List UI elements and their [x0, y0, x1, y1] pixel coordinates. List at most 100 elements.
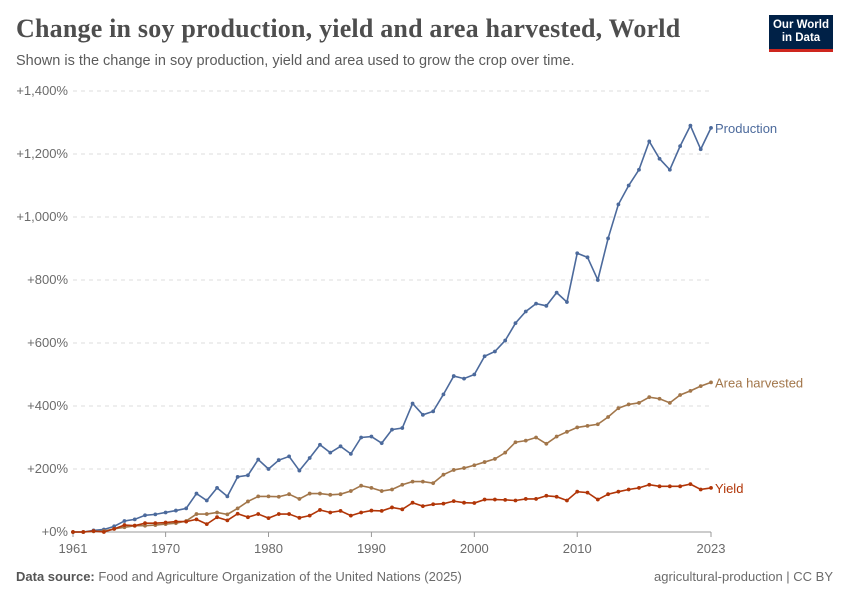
data-point-yield [637, 486, 641, 490]
data-point-area-harvested [534, 435, 538, 440]
data-point-area-harvested [647, 395, 652, 400]
data-point-yield [91, 529, 96, 533]
data-point-yield [71, 530, 75, 534]
data-point-yield [287, 512, 291, 516]
chart-title: Change in soy production, yield and area… [16, 14, 681, 43]
data-point-production [534, 301, 538, 306]
data-point-area-harvested [575, 425, 580, 430]
data-point-yield [585, 490, 590, 495]
y-tick-label: +800% [27, 272, 68, 287]
data-point-production [215, 486, 219, 490]
y-tick-label: +1,200% [16, 146, 68, 161]
data-point-yield [225, 518, 230, 523]
data-point-production [462, 376, 466, 381]
data-point-production [637, 167, 641, 172]
data-point-yield [153, 521, 158, 526]
data-point-yield [626, 487, 631, 492]
data-point-yield [359, 510, 364, 515]
data-point-yield [184, 519, 189, 524]
data-point-area-harvested [513, 440, 518, 445]
data-point-yield [575, 489, 580, 494]
data-point-production [698, 147, 703, 152]
source-label: Data source: [16, 569, 95, 584]
data-point-yield [143, 521, 147, 526]
data-point-area-harvested [472, 463, 477, 468]
data-point-area-harvested [637, 400, 641, 405]
data-point-area-harvested [318, 491, 322, 496]
data-point-production [565, 300, 569, 304]
data-point-area-harvested [328, 492, 333, 497]
data-point-production [184, 506, 189, 511]
source-text[interactable]: Food and Agriculture Organization of the… [98, 569, 462, 584]
data-point-area-harvested [657, 396, 662, 401]
data-point-production [338, 444, 343, 449]
data-point-production [441, 392, 446, 397]
data-point-production [287, 454, 291, 459]
data-point-production [369, 434, 374, 439]
data-point-area-harvested [276, 494, 281, 499]
data-point-yield [369, 508, 374, 513]
x-tick-label: 1980 [254, 541, 283, 556]
data-point-area-harvested [616, 406, 621, 411]
data-point-production [246, 473, 250, 478]
data-point-yield [606, 492, 610, 497]
data-point-production [431, 409, 436, 414]
data-point-yield [431, 502, 436, 507]
data-point-production [575, 251, 580, 256]
data-point-area-harvested [595, 422, 600, 427]
x-tick-label: 1961 [59, 541, 88, 556]
data-point-area-harvested [431, 481, 436, 486]
data-point-yield [400, 507, 405, 512]
data-point-area-harvested [523, 438, 528, 443]
y-tick-label: +1,000% [16, 209, 68, 224]
data-point-yield [709, 486, 713, 490]
data-point-production [554, 290, 559, 295]
data-point-yield [122, 523, 127, 527]
owid-logo[interactable]: Our World in Data [769, 15, 833, 52]
data-point-yield [493, 497, 497, 502]
x-tick-label: 2000 [460, 541, 489, 556]
data-point-production [709, 125, 713, 130]
series-line-production [73, 123, 712, 533]
y-tick-label: +0% [42, 524, 69, 539]
data-point-yield [379, 508, 384, 513]
chart-subtitle: Shown is the change in soy production, y… [16, 53, 575, 69]
data-point-yield [390, 505, 394, 510]
data-point-production [472, 372, 477, 377]
series-label-production: Production [715, 121, 777, 136]
data-point-area-harvested [379, 489, 384, 493]
data-point-yield [565, 498, 569, 503]
data-point-yield [698, 487, 703, 492]
data-point-production [204, 498, 209, 503]
data-point-production [132, 517, 137, 522]
data-point-area-harvested [493, 457, 497, 461]
data-point-yield [276, 512, 281, 516]
data-point-production [235, 474, 240, 479]
data-point-yield [204, 522, 209, 527]
data-point-production [276, 458, 281, 463]
y-tick-label: +200% [27, 461, 68, 476]
data-point-production [318, 442, 322, 447]
data-point-area-harvested [256, 494, 261, 499]
data-point-yield [678, 484, 683, 489]
data-point-production [688, 123, 693, 128]
x-tick-label: 2010 [563, 541, 592, 556]
data-point-area-harvested [420, 479, 425, 484]
data-point-yield [441, 501, 446, 506]
data-point-production [626, 183, 631, 188]
license[interactable]: agricultural-production | CC BY [654, 569, 833, 584]
data-point-area-harvested [667, 400, 672, 405]
data-point-area-harvested [678, 393, 683, 397]
data-point-production [163, 510, 168, 515]
data-point-production [585, 255, 590, 260]
data-point-yield [472, 501, 477, 505]
data-point-production [307, 456, 312, 460]
data-point-yield [544, 493, 549, 498]
data-point-yield [328, 510, 333, 515]
data-point-area-harvested [626, 402, 631, 407]
data-point-production [143, 513, 147, 518]
data-point-production [348, 451, 353, 456]
data-point-area-harvested [688, 388, 693, 393]
data-point-yield [482, 497, 487, 502]
data-point-production [513, 321, 518, 326]
